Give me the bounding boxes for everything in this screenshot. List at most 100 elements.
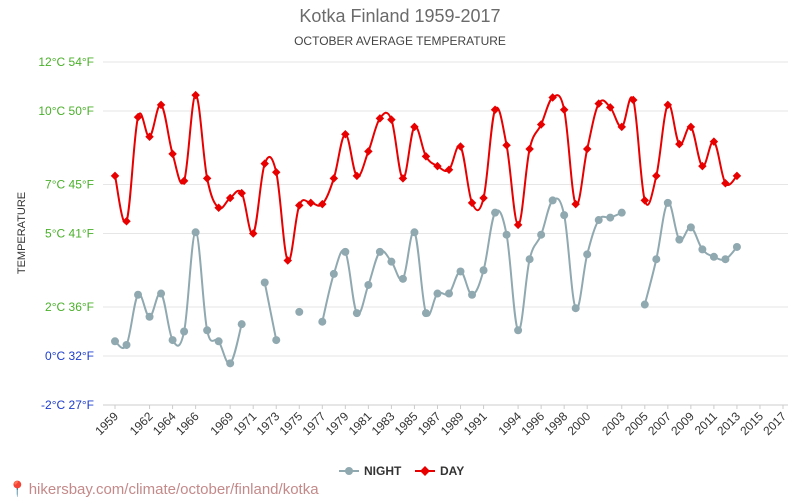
night-line <box>643 201 738 305</box>
night-point <box>663 198 672 207</box>
day-point <box>156 100 166 110</box>
x-tick-label: 1983 <box>369 409 398 438</box>
day-point <box>433 161 442 171</box>
x-tick-label: 2007 <box>645 409 674 438</box>
night-point <box>491 208 500 217</box>
night-point <box>594 216 603 225</box>
day-point <box>248 229 258 238</box>
day-point <box>410 122 419 132</box>
night-point <box>168 336 177 345</box>
night-point <box>203 326 212 335</box>
day-point <box>375 114 385 123</box>
location-pin-icon: 📍 <box>8 481 27 498</box>
x-tick-label: 1989 <box>438 409 467 438</box>
night-point <box>421 309 430 318</box>
night-point <box>364 280 373 289</box>
night-point <box>560 211 569 220</box>
night-point <box>721 255 730 264</box>
day-point <box>364 147 373 156</box>
day-point <box>421 152 431 161</box>
x-tick-label: 1975 <box>277 409 306 438</box>
y-tick-label: 5°C 41°F <box>45 227 94 241</box>
night-point <box>433 289 442 298</box>
night-point <box>606 213 615 222</box>
watermark: 📍 hikersbay.com/climate/october/finland/k… <box>8 480 319 498</box>
day-point <box>502 141 511 150</box>
day-point <box>306 198 316 208</box>
day-point <box>490 105 500 115</box>
night-point <box>329 269 338 278</box>
x-tick-label: 2000 <box>565 409 594 438</box>
day-point <box>179 176 189 186</box>
night-point <box>583 250 592 259</box>
day-point <box>225 193 235 203</box>
night-point <box>237 320 246 329</box>
y-tick-label: 7°C 45°F <box>45 178 94 192</box>
day-point <box>122 217 131 226</box>
night-point <box>122 340 131 349</box>
night-point <box>709 252 718 261</box>
chart-subtitle: OCTOBER AVERAGE TEMPERATURE <box>294 34 506 48</box>
day-point <box>271 168 281 177</box>
day-point <box>318 199 327 209</box>
legend-night-label: NIGHT <box>364 464 402 478</box>
day-point <box>536 120 546 129</box>
day-point <box>341 130 350 139</box>
x-tick-label: 2015 <box>737 409 766 438</box>
x-tick-label: 2011 <box>692 409 720 437</box>
night-point <box>272 336 281 345</box>
x-tick-label: 2017 <box>760 409 789 438</box>
night-point <box>341 247 350 256</box>
x-tick-label: 1973 <box>254 409 283 438</box>
x-tick-label: 2013 <box>714 409 743 438</box>
day-point <box>467 198 477 208</box>
day-point <box>479 193 488 203</box>
x-tick-label: 1985 <box>392 409 421 438</box>
series-day <box>110 90 742 265</box>
x-tick-label: 1966 <box>173 409 202 438</box>
chart-title: Kotka Finland 1959-2017 <box>299 6 501 26</box>
night-point <box>571 304 580 313</box>
night-point <box>698 245 707 254</box>
day-point <box>214 203 223 213</box>
legend: NIGHT DAY <box>339 464 464 478</box>
night-point <box>387 257 396 266</box>
day-point <box>329 174 339 183</box>
day-point <box>191 90 200 100</box>
x-tick-label: 1994 <box>495 409 524 438</box>
y-tick-label: 0°C 32°F <box>45 349 94 363</box>
x-tick-label: 1991 <box>461 409 490 438</box>
day-point <box>721 179 730 188</box>
day-point <box>260 159 269 168</box>
grid-layer <box>103 61 788 406</box>
legend-day-marker <box>420 466 430 476</box>
x-tick-label: 1996 <box>518 409 547 438</box>
day-point <box>237 188 246 198</box>
night-point <box>111 337 119 346</box>
day-point <box>398 174 408 183</box>
series-layer <box>110 90 742 368</box>
night-point <box>502 230 511 239</box>
series-night <box>111 196 741 368</box>
day-point <box>582 144 592 154</box>
day-point <box>559 105 569 115</box>
night-line <box>263 282 278 341</box>
y-tick-label: 10°C 50°F <box>38 104 94 118</box>
x-tick-label: 1964 <box>150 409 179 438</box>
night-point <box>479 266 488 275</box>
day-point <box>283 256 293 265</box>
x-tick-label: 1959 <box>92 409 121 438</box>
night-point <box>295 307 304 316</box>
legend-night-marker <box>345 467 353 475</box>
night-point <box>548 196 557 205</box>
day-point <box>444 165 454 175</box>
night-point <box>375 247 384 256</box>
legend-day-label: DAY <box>440 464 464 478</box>
night-point <box>675 235 684 244</box>
day-point <box>168 149 177 159</box>
night-point <box>145 312 154 321</box>
night-point <box>617 208 626 217</box>
